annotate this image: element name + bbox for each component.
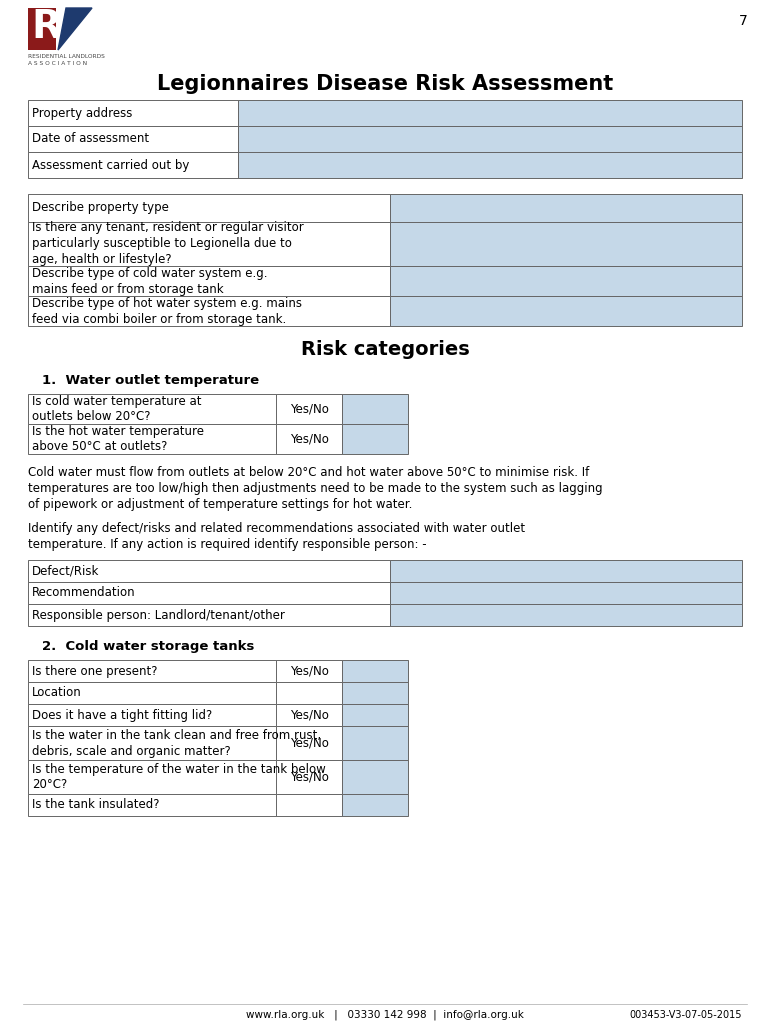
Bar [390, 222, 742, 266]
Bar [28, 794, 276, 816]
Bar [342, 726, 408, 760]
Bar [238, 100, 742, 126]
Bar [276, 794, 342, 816]
Bar [276, 394, 342, 424]
Bar [276, 760, 342, 794]
Bar [28, 8, 56, 50]
Text: Describe property type: Describe property type [32, 202, 169, 214]
Text: 2.  Cold water storage tanks: 2. Cold water storage tanks [42, 640, 254, 653]
Bar [28, 296, 390, 326]
Bar [276, 424, 342, 454]
Text: Date of assessment: Date of assessment [32, 132, 149, 145]
Text: 7: 7 [739, 14, 748, 28]
Text: Identify any defect/risks and related recommendations associated with water outl: Identify any defect/risks and related re… [28, 522, 525, 551]
Text: Property address: Property address [32, 106, 132, 120]
Bar [390, 604, 742, 626]
Bar [390, 296, 742, 326]
Bar [342, 660, 408, 682]
Bar [342, 705, 408, 726]
Text: 003453-V3-07-05-2015: 003453-V3-07-05-2015 [630, 1010, 742, 1020]
Bar [276, 726, 342, 760]
Bar [28, 726, 276, 760]
Bar [28, 394, 276, 424]
Bar [390, 266, 742, 296]
Text: Does it have a tight fitting lid?: Does it have a tight fitting lid? [32, 709, 213, 722]
Text: Cold water must flow from outlets at below 20°C and hot water above 50°C to mini: Cold water must flow from outlets at bel… [28, 466, 603, 511]
Text: Is the hot water temperature
above 50°C at outlets?: Is the hot water temperature above 50°C … [32, 425, 204, 454]
Text: Is cold water temperature at
outlets below 20°C?: Is cold water temperature at outlets bel… [32, 394, 202, 424]
Text: Yes/No: Yes/No [290, 432, 329, 445]
Bar [28, 424, 276, 454]
Polygon shape [58, 8, 92, 50]
Bar [28, 126, 238, 152]
Bar [342, 394, 408, 424]
Bar [390, 560, 742, 582]
Bar [342, 760, 408, 794]
Bar [28, 152, 238, 178]
Text: 1.  Water outlet temperature: 1. Water outlet temperature [42, 374, 259, 387]
Bar [28, 604, 390, 626]
Bar [238, 126, 742, 152]
Text: Is the temperature of the water in the tank below
20°C?: Is the temperature of the water in the t… [32, 763, 326, 792]
Text: Legionnaires Disease Risk Assessment: Legionnaires Disease Risk Assessment [157, 74, 613, 94]
Bar [238, 152, 742, 178]
Bar [342, 424, 408, 454]
Bar [342, 794, 408, 816]
Text: Describe type of cold water system e.g.
mains feed or from storage tank: Describe type of cold water system e.g. … [32, 266, 267, 296]
Text: Yes/No: Yes/No [290, 665, 329, 678]
Bar [276, 682, 342, 705]
Text: Location: Location [32, 686, 82, 699]
Bar [276, 660, 342, 682]
Text: Yes/No: Yes/No [290, 709, 329, 722]
Text: Defect/Risk: Defect/Risk [32, 564, 99, 578]
Text: Responsible person: Landlord/tenant/other: Responsible person: Landlord/tenant/othe… [32, 608, 285, 622]
Text: Yes/No: Yes/No [290, 402, 329, 416]
Text: Is there one present?: Is there one present? [32, 665, 158, 678]
Text: Is the water in the tank clean and free from rust,
debris, scale and organic mat: Is the water in the tank clean and free … [32, 728, 321, 758]
Text: Assessment carried out by: Assessment carried out by [32, 159, 189, 171]
Text: Is there any tenant, resident or regular visitor
particularly susceptible to Leg: Is there any tenant, resident or regular… [32, 221, 303, 266]
Text: RESIDENTIAL LANDLORDS: RESIDENTIAL LANDLORDS [28, 54, 105, 59]
Text: Is the tank insulated?: Is the tank insulated? [32, 799, 159, 811]
Bar [28, 560, 390, 582]
Bar [276, 705, 342, 726]
Text: Yes/No: Yes/No [290, 770, 329, 783]
Text: R: R [31, 8, 61, 46]
Text: A S S O C I A T I O N: A S S O C I A T I O N [28, 61, 87, 66]
Text: Describe type of hot water system e.g. mains
feed via combi boiler or from stora: Describe type of hot water system e.g. m… [32, 297, 302, 326]
Bar [28, 682, 276, 705]
Text: www.rla.org.uk   |   03330 142 998  |  info@rla.org.uk: www.rla.org.uk | 03330 142 998 | info@rl… [246, 1010, 524, 1021]
Bar [28, 100, 238, 126]
Bar [28, 266, 390, 296]
Bar [28, 705, 276, 726]
Bar [342, 682, 408, 705]
Text: Risk categories: Risk categories [300, 340, 470, 359]
Bar [28, 222, 390, 266]
Bar [28, 194, 390, 222]
Bar [390, 582, 742, 604]
Bar [28, 760, 276, 794]
Text: Recommendation: Recommendation [32, 587, 136, 599]
Text: Yes/No: Yes/No [290, 736, 329, 750]
Bar [28, 582, 390, 604]
Bar [28, 660, 276, 682]
Bar [390, 194, 742, 222]
